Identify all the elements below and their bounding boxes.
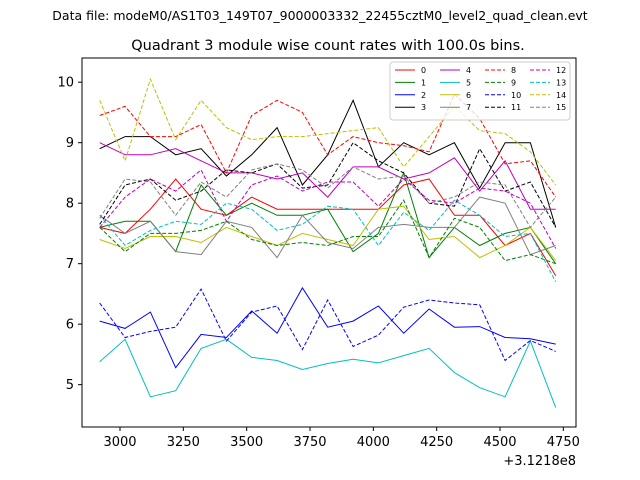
legend-label-1: 1 (421, 78, 426, 87)
legend-label-14: 14 (556, 91, 566, 100)
plot-area: 3000 3250 3500 3750 4000 4250 4500 4750+3.1218e… (57, 57, 580, 469)
series-line-2 (99, 286, 556, 369)
x-tick-label: 3250 (167, 435, 200, 450)
series-line-8 (99, 93, 557, 198)
legend-label-3: 3 (421, 103, 426, 112)
series-line-5 (99, 338, 557, 408)
legend-label-4: 4 (466, 66, 471, 75)
series-line-9 (99, 199, 556, 265)
series-line-0 (99, 178, 557, 277)
legend-label-13: 13 (556, 78, 566, 87)
y-tick-label: 7 (66, 257, 74, 272)
legend-label-15: 15 (556, 103, 566, 112)
y-tick-label: 10 (57, 76, 74, 91)
legend-label-10: 10 (511, 91, 521, 100)
legend-label-5: 5 (466, 78, 471, 87)
series-line-6 (99, 205, 557, 261)
series-line-1 (99, 171, 557, 264)
series-line-13 (99, 199, 557, 283)
legend-label-8: 8 (511, 66, 516, 75)
legend-label-2: 2 (421, 91, 426, 100)
legend-label-12: 12 (556, 66, 566, 75)
chart-title: Quadrant 3 module wise count rates with … (131, 38, 525, 54)
legend-label-11: 11 (511, 103, 521, 112)
x-tick-label: 4000 (357, 435, 390, 450)
series-line-12 (99, 169, 557, 249)
figure-suptitle: Data file: modeM0/AS1T03_149T07_90000033… (52, 8, 587, 23)
series-line-15 (99, 163, 557, 229)
legend-label-7: 7 (466, 103, 471, 112)
y-tick-label: 9 (66, 136, 74, 151)
series-line-7 (99, 196, 556, 259)
series-line-11 (99, 141, 557, 228)
y-tick-label: 5 (66, 378, 74, 393)
x-tick-label: 3500 (230, 435, 263, 450)
x-tick-label: 4500 (483, 435, 516, 450)
x-tick-label: 3000 (103, 435, 136, 450)
x-tick-label: 4750 (547, 435, 580, 450)
series-line-10 (99, 288, 556, 362)
legend-label-0: 0 (421, 66, 426, 75)
legend-label-6: 6 (466, 91, 471, 100)
legend-label-9: 9 (511, 78, 516, 87)
axes-frame (81, 57, 577, 428)
legend-box (389, 61, 571, 121)
y-tick-label: 8 (66, 197, 74, 212)
x-offset-label: +3.1218e8 (503, 454, 576, 469)
x-tick-label: 3750 (293, 435, 326, 450)
x-tick-label: 4250 (420, 435, 453, 450)
series-line-4 (99, 142, 556, 210)
series-line-14 (99, 77, 557, 186)
y-tick-label: 6 (66, 318, 74, 333)
